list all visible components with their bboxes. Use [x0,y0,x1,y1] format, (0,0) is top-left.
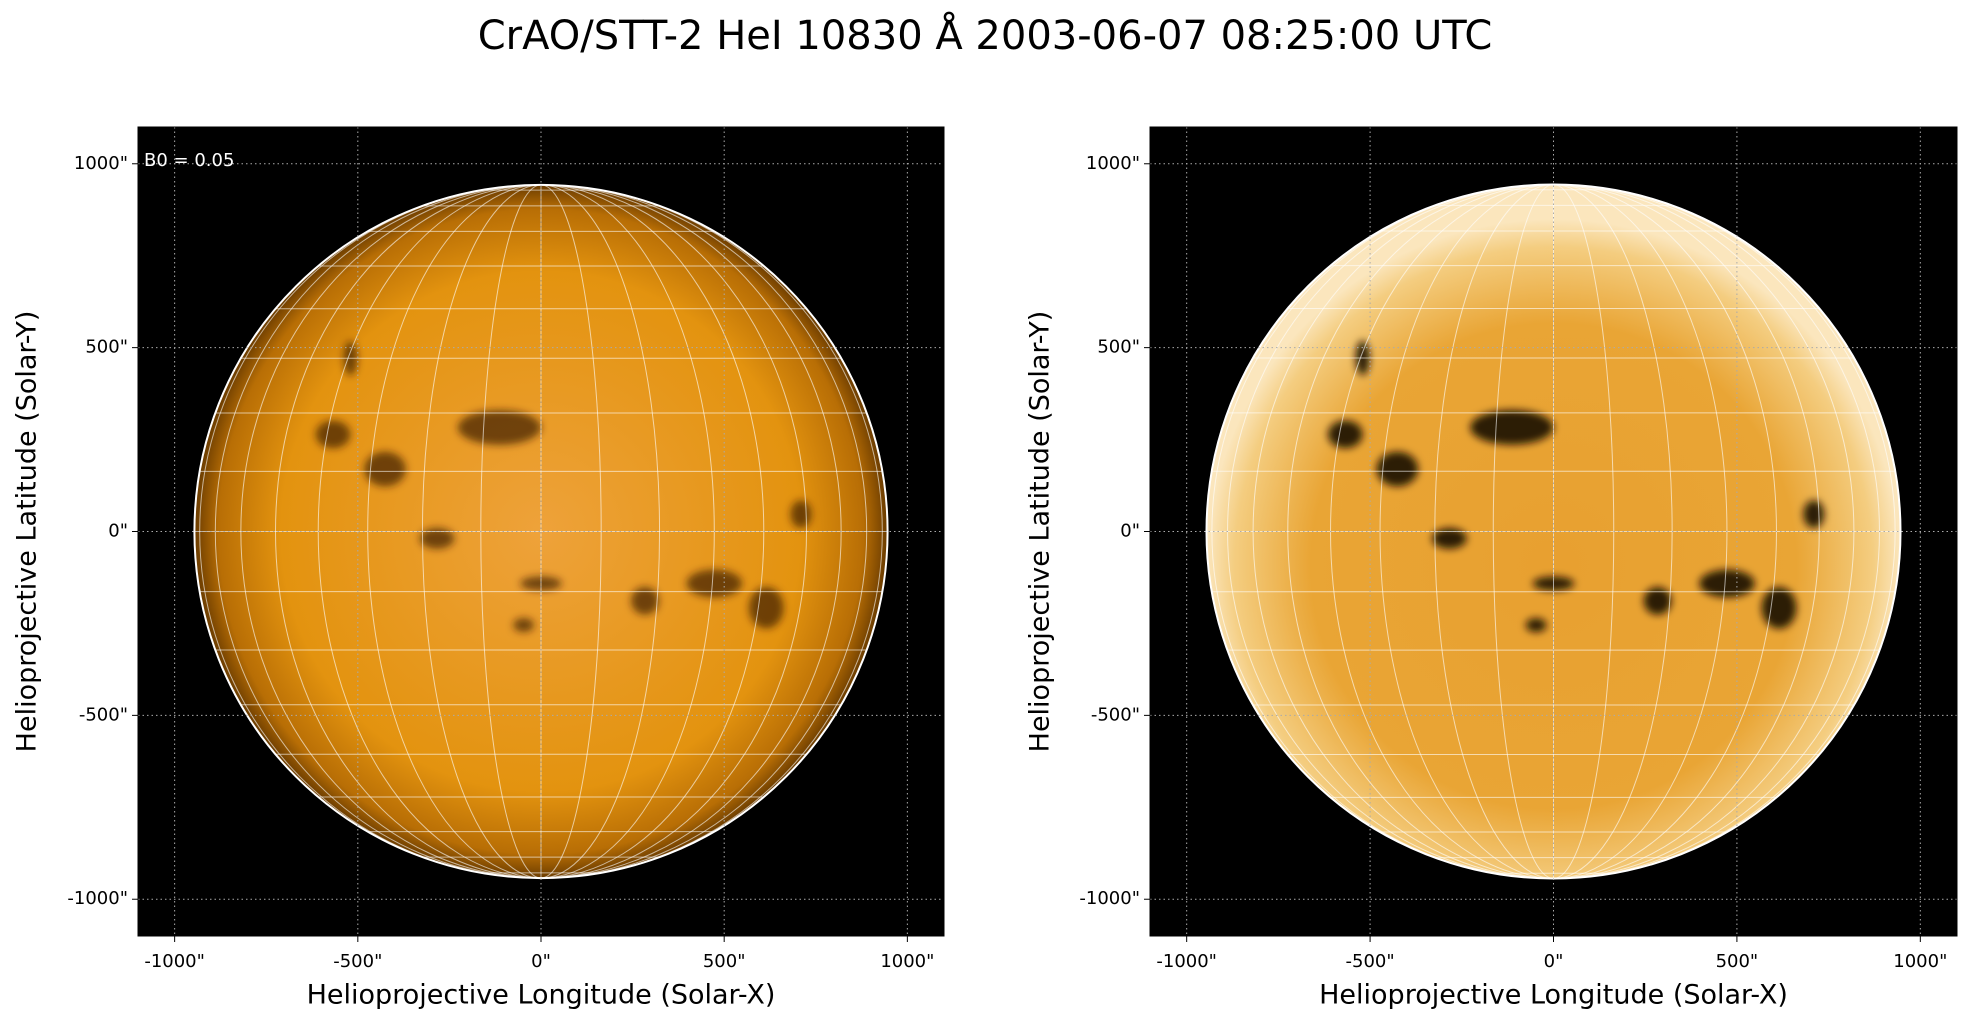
meridian [540,184,868,879]
figure-title: CrAO/STT-2 HeI 10830 Å 2003-06-07 08:25:… [478,11,1493,59]
x-tick-label: 0" [531,951,551,972]
x-tick-label: 500" [1716,951,1759,972]
filament [1525,618,1547,633]
filament [1761,587,1797,629]
y-tick-label: 1000" [1086,153,1140,174]
x-axis-label: Helioprojective Longitude (Solar-X) [1319,980,1788,1011]
features [315,340,812,633]
y-axis-label: Helioprojective Latitude (Solar-Y) [1025,311,1056,753]
y-tick-label: -500" [79,704,128,725]
meridian [1553,183,1820,880]
filament [1470,410,1554,445]
x-tick-label: 500" [703,951,746,972]
filament [457,410,541,445]
y-tick-label: 500" [1097,337,1140,358]
filament [1803,500,1825,529]
y-tick-label: 500" [85,337,128,358]
meridian [540,184,807,879]
axes-frame [137,126,945,937]
x-tick-label: 1000" [880,951,934,972]
y-tick-label: 1000" [74,153,128,174]
filament [1699,569,1755,598]
x-axis-label: Helioprojective Longitude (Solar-X) [307,980,776,1011]
meridian [1553,183,1896,880]
meridian [1553,183,1855,880]
limb [193,183,889,880]
filament [315,420,351,449]
x-tick-label: -1000" [1156,951,1217,972]
panel: -1000" -500" 0" 500" 1000" -1000" -500" 0" 500" 1… [12,126,945,1011]
filament [1327,420,1363,449]
filament [364,451,406,487]
filament [1432,528,1467,549]
meridian [540,184,661,879]
annotation: B0 = 0.05 [144,150,234,171]
x-tick-label: -500" [333,951,382,972]
meridian [540,184,883,879]
filament [513,618,535,633]
filament [631,586,659,615]
filament [1643,587,1672,615]
y-tick-label: 0" [1120,521,1140,542]
y-tick-label: -1000" [67,888,128,909]
meridian [540,184,602,879]
x-tick-label: -1000" [144,951,205,972]
x-tick-label: 1000" [1893,951,1947,972]
filament [790,500,812,529]
filament [419,528,455,549]
filament [686,569,743,598]
heliographic-grid [1206,183,1901,880]
y-tick-label: -1000" [1079,888,1140,909]
x-tick-label: -500" [1346,951,1395,972]
filament [748,586,784,629]
y-tick-label: -500" [1091,704,1140,725]
filament [1376,451,1419,487]
panel: -1000" -500" 0" 500" 1000" -1000" -500" 0" 500" 1… [1025,126,1958,1011]
y-tick-label: 0" [108,521,128,542]
x-tick-label: 0" [1544,951,1564,972]
axes-frame [1149,126,1958,937]
y-axis-label: Helioprojective Latitude (Solar-Y) [12,311,43,753]
